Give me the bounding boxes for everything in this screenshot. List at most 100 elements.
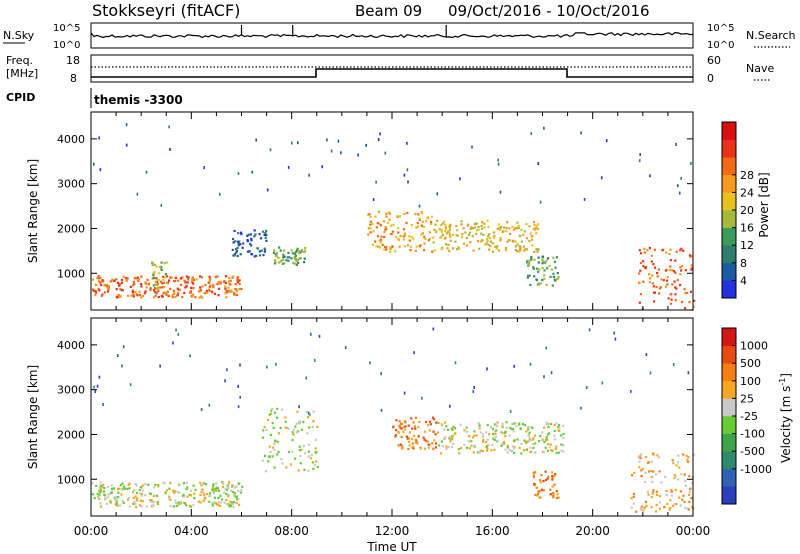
velocity-cell [546,477,549,480]
power-x-ticks [90,112,694,310]
power-cell [399,235,402,238]
power-cell [387,211,391,214]
velocity-cell [154,483,157,486]
velocity-cell [536,494,539,497]
power-cell [166,294,169,297]
power-region-7 [638,247,696,311]
velocity-cell [93,385,95,389]
freq-panel-frame [90,54,694,83]
power-cell [669,302,673,305]
power-cell [516,250,519,253]
velocity-cell [646,490,649,493]
noise-right-tick-top: 10^5 [707,23,734,34]
power-cell [233,293,236,296]
velocity-cell [692,453,696,456]
velocity-cell [546,433,550,436]
velocity-cell [486,445,489,448]
velocity-cell [175,502,178,505]
velocity-cell [501,422,504,425]
power-cell [165,275,169,278]
power-cell [369,220,372,223]
velocity-cell [298,422,302,425]
velocity-cell [681,498,684,501]
velocity-cell [266,365,268,369]
power-cell [669,248,672,251]
velocity-cell [503,432,506,435]
velocity-cell [454,361,457,365]
freq-tick-bottom: 8 [70,72,77,85]
velocity-cell [679,490,682,493]
power-cell [552,275,555,279]
power-cell [165,261,168,264]
power-colorbar-segment [722,174,736,193]
power-cell [649,174,651,178]
power-cell [449,235,452,238]
power-cell [549,275,552,278]
power-cell [91,288,95,291]
velocity-cell [524,441,528,444]
velocity-cell [403,420,406,423]
power-cell [199,288,202,291]
velocity-cell [672,462,675,465]
velocity-cell [169,498,172,501]
velocity-cell [412,447,415,450]
power-cell [115,278,118,281]
power-cell [486,219,489,222]
power-cell [448,233,452,236]
velocity-cell [531,438,534,441]
power-cell [691,255,694,258]
power-cell [191,279,194,282]
power-cell [667,297,670,300]
power-cell [98,289,101,292]
power-cell [250,253,253,256]
power-cell [470,226,473,229]
velocity-cell [443,428,446,431]
velocity-cell [184,502,187,505]
velocity-cell [509,409,512,413]
velocity-cell [308,426,311,429]
velocity-cell [295,422,298,425]
power-cell [427,216,430,219]
power-colorbar-segment [722,280,736,299]
velocity-cell [658,470,661,473]
velocity-cell [644,456,648,459]
power-cell [374,240,377,243]
velocity-cell [540,488,543,491]
power-cell [421,232,424,235]
velocity-cell [472,436,475,439]
power-cell [234,288,237,291]
velocity-cell [229,503,232,506]
velocity-cell [639,457,642,460]
power-cell [390,233,393,236]
velocity-colorbar-segment [722,468,736,487]
velocity-cell [166,489,169,492]
power-cell [216,275,219,278]
velocity-cell [213,488,216,491]
power-cell [403,212,406,216]
velocity-cell [185,481,188,485]
power-cell [499,238,502,241]
power-cell [436,219,439,223]
velocity-y-tick-label: 4000 [57,339,85,352]
power-cell [406,244,410,247]
velocity-cell [204,483,208,486]
power-cell [174,276,177,280]
power-cell [236,279,239,282]
power-cell [208,279,211,282]
power-cell [431,250,434,253]
power-cell [162,286,165,289]
power-cell [655,286,658,289]
power-cell [279,249,282,252]
power-cell [174,296,177,299]
power-cell [656,272,659,275]
velocity-cell [652,470,655,473]
velocity-cell [219,494,222,498]
power-cell [151,263,154,267]
velocity-cell [172,489,175,492]
freq-panel: Freq. [MHz] 18 8 60 0 Nave [6,54,774,85]
velocity-cell [482,440,485,443]
power-cell [440,230,443,233]
power-cell [99,168,102,172]
velocity-cell [537,490,540,493]
power-cell [241,246,244,249]
